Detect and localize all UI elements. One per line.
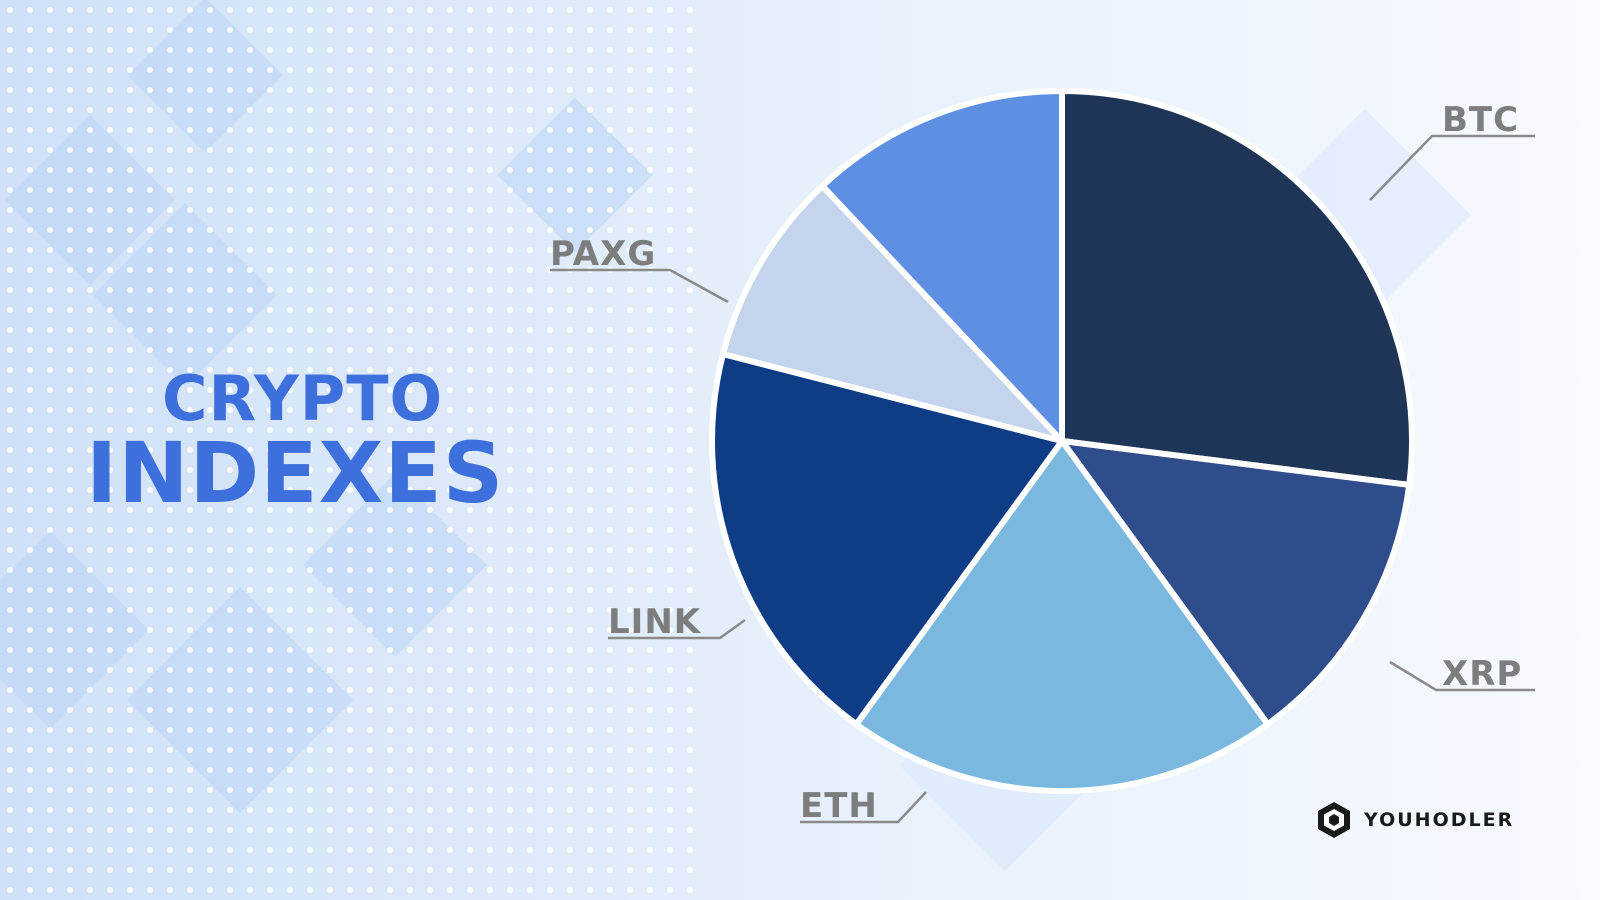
pie-slice-btc: [1059, 88, 1415, 488]
pie-slice-eth: [853, 438, 1271, 794]
leader-line-paxg: [550, 268, 729, 304]
title-line-2: INDEXES: [86, 424, 505, 522]
pie-slice-paxg: [720, 182, 1065, 444]
leader-line-xrp: [1389, 660, 1535, 692]
slice-label-eth: ETH: [800, 786, 878, 826]
pie-slice-unlabeled: [819, 88, 1065, 444]
pie-slice-link: [709, 351, 1065, 728]
slice-label-link: LINK: [608, 602, 702, 642]
slice-label-paxg: PAXG: [550, 234, 656, 274]
leader-line-eth: [800, 791, 927, 824]
brand-name: YOUHODLER: [1364, 809, 1515, 831]
title-line-1: CRYPTO: [162, 362, 444, 435]
slice-label-btc: BTC: [1442, 100, 1519, 140]
leader-line-link: [608, 618, 746, 640]
slice-label-xrp: XRP: [1442, 654, 1522, 694]
brand-logo: YOUHODLER: [1314, 800, 1514, 840]
pie-slice-xrp: [1059, 438, 1413, 728]
youhodler-logo-icon: [1318, 802, 1350, 838]
leader-line-btc: [1369, 134, 1535, 201]
